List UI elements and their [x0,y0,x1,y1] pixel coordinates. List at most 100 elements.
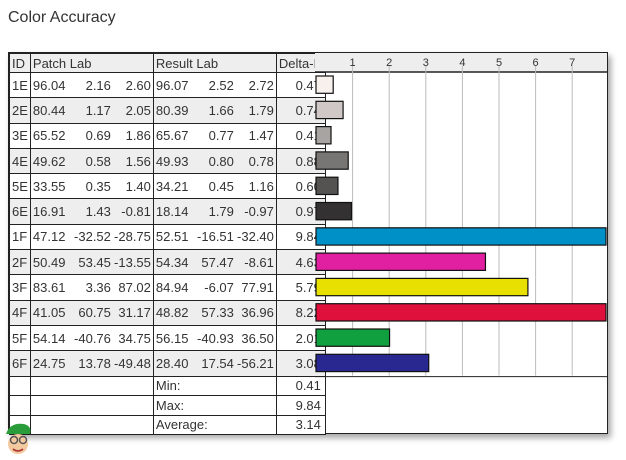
patch-lab: 96.04 2.16 2.60 [29,71,154,99]
lab-value: 1.40 [125,178,151,194]
table-row: 2F 50.49 53.45 -13.55 54.34 57.47 -8.61 4.63 [9,249,326,276]
result-lab: 84.94 -6.07 77.91 [152,274,277,301]
lab-value: -16.51 [197,229,234,245]
lab-value: 49.62 [32,153,66,169]
lab-value: 1.66 [208,102,234,118]
empty-cell [29,375,154,397]
table-row: 1E 96.04 2.16 2.60 96.07 2.52 2.72 0.47 [9,71,326,99]
summary-value: 0.41 [275,375,326,397]
result-lab: 28.40 17.54 -56.21 [152,350,277,377]
x-tick-label: 1 [350,57,356,69]
result-lab: 80.39 1.66 1.79 [152,97,277,124]
header-id: ID [9,53,31,73]
lab-value: 54.14 [32,330,66,346]
lab-value: 18.14 [155,204,189,220]
header-row: ID Patch Lab Result Lab Delta-E [9,53,326,73]
lab-value: 24.75 [32,355,66,371]
result-lab: 34.21 0.45 1.16 [152,173,277,200]
color-accuracy-panel: ID Patch Lab Result Lab Delta-E 1E 96.04 2.16 2… [8,52,608,436]
empty-cell [29,414,154,436]
lab-value: 2.72 [248,77,274,93]
empty-cell [9,375,31,397]
lab-value: -8.61 [244,254,274,270]
lab-value: 31.17 [118,305,151,321]
lab-value: 54.34 [155,254,189,270]
patch-id: 3F [9,274,31,301]
table-row: 6F 24.75 13.78 -49.48 28.40 17.54 -56.21 3.08 [9,350,326,377]
patch-lab: 80.44 1.17 2.05 [29,97,154,124]
lab-value: 28.40 [155,355,189,371]
lab-value: 80.39 [155,102,189,118]
lab-value: 50.49 [32,254,66,270]
lab-value: 0.35 [85,178,111,194]
summary-label: Min: [152,375,277,397]
result-lab: 65.67 0.77 1.47 [152,122,277,149]
lab-value: -40.93 [197,330,234,346]
patch-id: 5E [9,173,31,200]
lab-value: 16.91 [32,204,66,220]
bar-4F [315,303,607,322]
bar-3F [315,277,529,297]
lab-value: 48.82 [155,305,189,321]
lab-value: -40.76 [74,330,111,346]
lab-value: 83.61 [32,280,66,296]
lab-value: 96.04 [32,77,66,93]
lab-value: 56.15 [155,330,189,346]
lab-value: 57.33 [201,305,234,321]
result-lab: 48.82 57.33 36.96 [152,299,277,326]
delta-e-table: ID Patch Lab Result Lab Delta-E 1E 96.04 2.16 2… [9,53,326,436]
patch-lab: 65.52 0.69 1.86 [29,122,154,149]
lab-value: 13.78 [78,355,111,371]
result-lab: 56.15 -40.93 36.50 [152,324,277,352]
patch-id: 6F [9,350,31,377]
lab-value: -28.75 [114,229,151,245]
bar-2E [315,100,344,120]
lab-value: 60.75 [78,305,111,321]
lab-value: 96.07 [155,77,189,93]
lab-value: -56.21 [237,355,274,371]
table-row: 4F 41.05 60.75 31.17 48.82 57.33 36.96 8.22 [9,299,326,326]
lab-value: 17.54 [201,355,234,371]
patch-id: 6E [9,198,31,225]
header-patch-lab: Patch Lab [29,53,154,73]
x-tick-label: 2 [386,57,392,69]
lab-value: 3.36 [85,280,111,296]
lab-value: -6.07 [204,280,234,296]
empty-cell [29,395,154,416]
x-tick-label: 3 [423,57,429,69]
patch-lab: 47.12 -32.52 -28.75 [29,223,154,251]
lab-value: 1.56 [125,153,151,169]
lab-value: 1.16 [248,178,274,194]
table-row: 2E 80.44 1.17 2.05 80.39 1.66 1.79 0.74 [9,97,326,124]
chart-axis-header [315,53,607,72]
lab-value: 47.12 [32,229,66,245]
lab-value: 33.55 [32,178,66,194]
patch-lab: 16.91 1.43 -0.81 [29,198,154,225]
lab-value: 84.94 [155,280,189,296]
bar-5E [315,176,339,196]
lab-value: 1.86 [125,128,151,144]
patch-id: 2F [9,249,31,276]
lab-value: 2.05 [125,102,151,118]
x-tick-label: 4 [459,57,465,69]
bar-6F [315,353,430,373]
result-lab: 54.34 57.47 -8.61 [152,249,277,276]
summary-value: 3.14 [275,414,326,436]
x-tick-label: 6 [533,57,539,69]
lab-value: -0.97 [244,204,274,220]
patch-id: 4F [9,299,31,326]
patch-lab: 33.55 0.35 1.40 [29,173,154,200]
lab-value: 1.47 [248,128,274,144]
bar-2F [315,252,487,272]
table-row: 4E 49.62 0.58 1.56 49.93 0.80 0.78 0.88 [9,147,326,175]
patch-id: 4E [9,147,31,175]
lab-value: 0.80 [208,153,234,169]
summary-label: Max: [152,395,277,416]
bar-4E [315,151,349,170]
bar-3E [315,125,332,145]
result-lab: 18.14 1.79 -0.97 [152,198,277,225]
bar-5F [315,328,391,347]
lab-value: -0.81 [121,204,151,220]
lab-value: 57.47 [201,254,234,270]
page-title: Color Accuracy [8,9,116,26]
